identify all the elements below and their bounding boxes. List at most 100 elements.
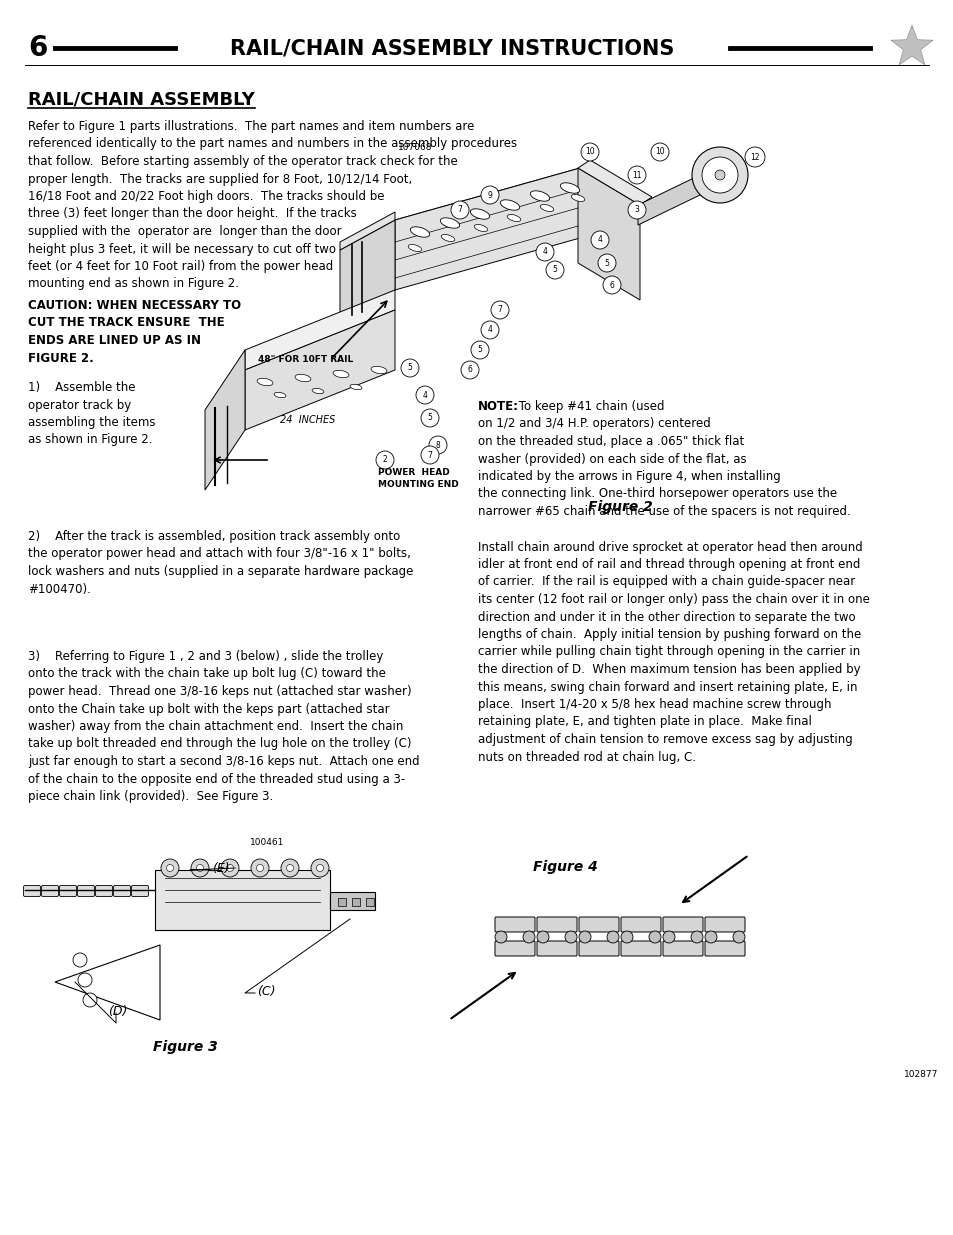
Text: 5: 5 [477,346,482,354]
Ellipse shape [410,227,429,237]
Ellipse shape [530,190,549,201]
Text: 24  INCHES: 24 INCHES [280,415,335,425]
Circle shape [545,261,563,279]
Ellipse shape [440,217,459,228]
Circle shape [196,864,203,872]
FancyBboxPatch shape [330,892,375,910]
Text: 4: 4 [422,390,427,399]
Text: Refer to Figure 1 parts illustrations.  The part names and item numbers are: Refer to Figure 1 parts illustrations. T… [28,120,474,133]
FancyBboxPatch shape [154,869,330,930]
Ellipse shape [499,200,519,210]
Text: 3)    Referring to Figure 1 , 2 and 3 (below) , slide the trolley: 3) Referring to Figure 1 , 2 and 3 (belo… [28,650,383,663]
FancyBboxPatch shape [662,918,702,932]
Text: direction and under it in the other direction to separate the two: direction and under it in the other dire… [477,610,855,624]
Circle shape [221,860,239,877]
Ellipse shape [539,205,553,211]
Text: #100470).: #100470). [28,583,91,595]
Text: 6: 6 [28,35,48,62]
Text: that follow.  Before starting assembly of the operator track check for the: that follow. Before starting assembly of… [28,156,457,168]
FancyBboxPatch shape [578,918,618,932]
Text: 7: 7 [497,305,502,315]
Text: RAIL/CHAIN ASSEMBLY: RAIL/CHAIN ASSEMBLY [28,90,254,107]
FancyBboxPatch shape [537,918,577,932]
Text: 4: 4 [597,236,601,245]
FancyBboxPatch shape [620,918,660,932]
Polygon shape [890,25,932,64]
Text: referenced identically to the part names and numbers in the assembly procedures: referenced identically to the part names… [28,137,517,151]
FancyBboxPatch shape [113,885,131,897]
Text: 6: 6 [609,280,614,289]
FancyBboxPatch shape [352,898,359,906]
Text: lengths of chain.  Apply initial tension by pushing forward on the: lengths of chain. Apply initial tension … [477,629,861,641]
Polygon shape [245,290,395,370]
Text: washer (provided) on each side of the flat, as: washer (provided) on each side of the fl… [477,452,746,466]
Circle shape [714,170,724,180]
Ellipse shape [371,367,387,374]
Text: just far enough to start a second 3/8-16 keps nut.  Attach one end: just far enough to start a second 3/8-16… [28,755,419,768]
Text: feet (or 4 feet for 10 Foot rail) from the power head: feet (or 4 feet for 10 Foot rail) from t… [28,261,333,273]
Text: carrier while pulling chain tight through opening in the carrier in: carrier while pulling chain tight throug… [477,646,860,658]
Circle shape [161,860,179,877]
Text: Figure 4: Figure 4 [533,860,598,874]
Polygon shape [578,161,651,205]
Text: 1)    Assemble the: 1) Assemble the [28,382,135,394]
Text: supplied with the  operator are  longer than the door: supplied with the operator are longer th… [28,225,341,238]
Text: 5: 5 [427,414,432,422]
Text: 16/18 Foot and 20/22 Foot high doors.  The tracks should be: 16/18 Foot and 20/22 Foot high doors. Th… [28,190,384,203]
Text: the operator power head and attach with four 3/8"-16 x 1" bolts,: the operator power head and attach with … [28,547,411,561]
Circle shape [226,864,233,872]
Circle shape [578,931,590,944]
Ellipse shape [441,235,455,242]
Circle shape [522,931,535,944]
Text: indicated by the arrows in Figure 4, when installing: indicated by the arrows in Figure 4, whe… [477,471,780,483]
Circle shape [732,931,744,944]
Text: 7: 7 [457,205,462,215]
Text: narrower #65 chain and the use of the spacers is not required.: narrower #65 chain and the use of the sp… [477,505,850,517]
FancyBboxPatch shape [366,898,374,906]
Text: adjustment of chain tension to remove excess sag by adjusting: adjustment of chain tension to remove ex… [477,734,852,746]
Text: retaining plate, E, and tighten plate in place.  Make final: retaining plate, E, and tighten plate in… [477,715,811,729]
Polygon shape [395,168,579,290]
Text: To keep #41 chain (used: To keep #41 chain (used [515,400,664,412]
FancyBboxPatch shape [704,941,744,956]
Text: 10: 10 [655,147,664,157]
Circle shape [316,864,323,872]
FancyBboxPatch shape [132,885,149,897]
FancyBboxPatch shape [662,941,702,956]
Circle shape [580,143,598,161]
Circle shape [420,446,438,464]
Circle shape [480,321,498,338]
Ellipse shape [507,215,520,221]
Text: 102877: 102877 [902,1070,937,1079]
Circle shape [590,231,608,249]
Text: operator track by: operator track by [28,399,132,411]
Text: CUT THE TRACK ENSURE  THE: CUT THE TRACK ENSURE THE [28,316,224,330]
Text: CAUTION: WHEN NECESSARY TO: CAUTION: WHEN NECESSARY TO [28,299,241,312]
Circle shape [420,409,438,427]
Ellipse shape [294,374,311,382]
Text: Figure 3: Figure 3 [152,1040,217,1053]
Text: RAIL/CHAIN ASSEMBLY INSTRUCTIONS: RAIL/CHAIN ASSEMBLY INSTRUCTIONS [230,38,674,58]
Text: mounting end as shown in Figure 2.: mounting end as shown in Figure 2. [28,278,239,290]
Text: (D): (D) [108,1005,128,1018]
FancyBboxPatch shape [578,941,618,956]
Ellipse shape [474,225,487,231]
Text: onto the track with the chain take up bolt lug (C) toward the: onto the track with the chain take up bo… [28,667,385,680]
Circle shape [491,301,509,319]
FancyBboxPatch shape [495,941,535,956]
Circle shape [495,931,506,944]
Circle shape [400,359,418,377]
Ellipse shape [333,370,349,378]
Circle shape [701,157,738,193]
Circle shape [251,860,269,877]
FancyBboxPatch shape [24,885,40,897]
Text: 6: 6 [467,366,472,374]
Ellipse shape [559,183,579,193]
Text: 2)    After the track is assembled, position track assembly onto: 2) After the track is assembled, positio… [28,530,400,543]
Text: Figure 2: Figure 2 [587,500,652,514]
Text: 4: 4 [542,247,547,257]
Circle shape [191,860,209,877]
Text: onto the Chain take up bolt with the keps part (attached star: onto the Chain take up bolt with the kep… [28,703,389,715]
Text: of carrier.  If the rail is equipped with a chain guide-spacer near: of carrier. If the rail is equipped with… [477,576,854,589]
Circle shape [691,147,747,203]
